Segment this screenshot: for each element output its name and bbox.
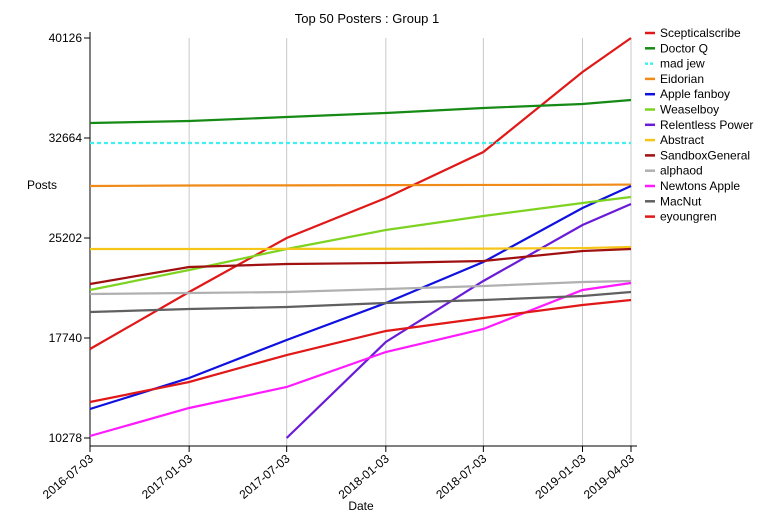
x-tick-label: 2019-04-03	[581, 451, 637, 501]
legend-label: Doctor Q	[660, 41, 708, 55]
y-tick-label: 40126	[49, 31, 83, 45]
y-tick-label: 17740	[49, 331, 83, 345]
legend-label: mad jew	[660, 57, 705, 71]
series-line	[89, 298, 632, 404]
legend-label: Relentless Power	[660, 118, 753, 132]
y-tick-label: 25202	[49, 231, 83, 245]
x-tick-label: 2019-01-03	[532, 451, 588, 501]
series-line	[89, 279, 632, 296]
x-tick-label: 2018-07-03	[433, 451, 489, 501]
series-line	[89, 247, 632, 286]
x-tick-label: 2017-07-03	[237, 451, 293, 501]
legend-label: Eidorian	[660, 72, 704, 86]
x-tick-label: 2016-07-03	[40, 451, 96, 501]
series-line	[89, 290, 632, 314]
chart-title: Top 50 Posters : Group 1	[295, 11, 440, 26]
x-tick-label: 2017-01-03	[139, 451, 195, 501]
series-line	[90, 245, 632, 251]
series-line	[89, 281, 632, 438]
y-tick-label: 10278	[49, 431, 83, 445]
legend-label: SandboxGeneral	[660, 148, 750, 162]
x-tick-label: 2018-01-03	[336, 451, 392, 501]
legend-label: Scepticalscribe	[660, 26, 741, 40]
legend-label: Apple fanboy	[660, 87, 730, 101]
series-line	[89, 195, 632, 292]
legend-label: MacNut	[660, 194, 702, 208]
series-line	[89, 183, 632, 188]
series-line	[285, 202, 632, 439]
legend-label: Weaselboy	[660, 103, 719, 117]
legend-label: alphaod	[660, 164, 703, 178]
series-line	[89, 98, 632, 125]
x-axis-label: Date	[348, 499, 374, 513]
y-tick-label: 32664	[49, 131, 83, 145]
y-axis-label: Posts	[27, 178, 57, 192]
legend-label: Newtons Apple	[660, 179, 740, 193]
legend-label: Abstract	[660, 133, 705, 147]
legend-label: eyoungren	[660, 210, 717, 224]
